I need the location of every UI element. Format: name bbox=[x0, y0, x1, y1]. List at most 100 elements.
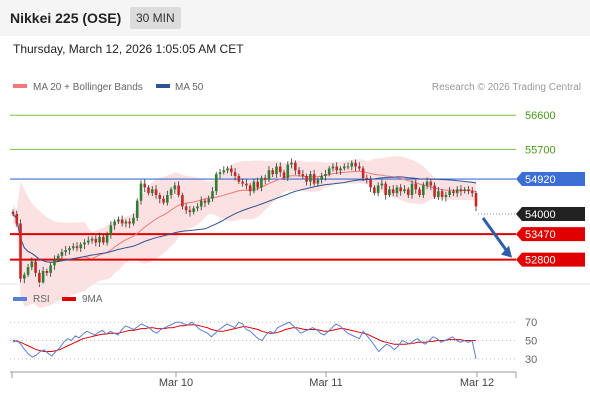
candle-body bbox=[429, 181, 433, 186]
candle-body bbox=[166, 195, 169, 203]
instrument-title: Nikkei 225 (OSE) bbox=[10, 10, 122, 26]
credit-text: Research © 2026 Trading Central bbox=[432, 82, 581, 93]
candle-body bbox=[335, 166, 339, 171]
candle-body bbox=[403, 189, 406, 192]
candle-body bbox=[327, 168, 331, 175]
candle-body bbox=[11, 211, 15, 214]
candle-body bbox=[320, 176, 323, 180]
candle-body bbox=[233, 172, 237, 176]
level-label-53470: 53470 bbox=[525, 229, 556, 241]
candle-body bbox=[230, 168, 233, 173]
candle-body bbox=[452, 191, 455, 194]
candle-body bbox=[143, 183, 147, 188]
candle-body bbox=[252, 181, 256, 192]
candle-body bbox=[226, 168, 229, 171]
candle-body bbox=[297, 170, 301, 175]
candle-body bbox=[263, 177, 267, 180]
candle-body bbox=[331, 166, 335, 169]
candle-body bbox=[64, 250, 67, 252]
candle-body bbox=[339, 168, 342, 171]
candle-body bbox=[373, 187, 376, 194]
level-tag-54920 bbox=[516, 172, 585, 187]
candle-body bbox=[358, 166, 361, 169]
candle-body bbox=[169, 189, 173, 195]
candle-body bbox=[301, 174, 305, 176]
forecast-arrow bbox=[481, 217, 510, 254]
level-label-54920: 54920 bbox=[525, 174, 556, 186]
candle-body bbox=[444, 195, 448, 197]
candle-body bbox=[437, 191, 440, 197]
candle-body bbox=[312, 174, 316, 184]
candle-body bbox=[128, 221, 131, 224]
x-tick-label: Mar 11 bbox=[309, 377, 342, 389]
candle-body bbox=[68, 248, 71, 251]
candle-body bbox=[395, 187, 399, 194]
candle-body bbox=[102, 236, 105, 243]
candle-body bbox=[71, 246, 75, 249]
candle-body bbox=[15, 214, 19, 224]
candle-body bbox=[120, 219, 124, 224]
level-labels: 56600 55700 54920 54000 53470 52800 bbox=[481, 110, 585, 267]
rsi-legend: RSI 9MA bbox=[13, 294, 103, 305]
timeframe-badge[interactable]: 30 MIN bbox=[130, 7, 181, 29]
candle-body bbox=[53, 259, 56, 266]
candle-body bbox=[467, 189, 470, 192]
rsi-tick-70: 70 bbox=[525, 317, 537, 329]
candle-body bbox=[470, 191, 474, 194]
candle-body bbox=[75, 246, 79, 249]
candle-body bbox=[34, 261, 37, 273]
candle-body bbox=[41, 271, 45, 283]
candle-body bbox=[19, 223, 22, 279]
candle-body bbox=[361, 168, 365, 178]
candle-body bbox=[346, 166, 350, 168]
candle-body bbox=[135, 200, 139, 218]
candle-body bbox=[290, 162, 293, 165]
candle-body bbox=[440, 191, 444, 197]
candle-body bbox=[222, 170, 226, 173]
candle-body bbox=[278, 166, 282, 173]
candle-body bbox=[60, 252, 64, 256]
candles bbox=[11, 158, 478, 287]
candle-body bbox=[86, 240, 90, 243]
candle-body bbox=[79, 244, 83, 249]
candle-body bbox=[199, 200, 203, 207]
candle-body bbox=[94, 238, 98, 243]
candle-body bbox=[245, 183, 248, 186]
candle-body bbox=[139, 183, 143, 201]
candle-body bbox=[203, 200, 207, 203]
candle-body bbox=[418, 189, 421, 195]
candle-body bbox=[90, 238, 94, 241]
legend-swatch-ma50 bbox=[156, 84, 170, 88]
candle-body bbox=[83, 242, 86, 245]
candle-body bbox=[316, 179, 320, 184]
candle-body bbox=[109, 225, 113, 235]
level-tag-52800 bbox=[516, 252, 585, 267]
candle-body bbox=[218, 172, 222, 175]
candle-body bbox=[162, 198, 165, 203]
legend-label-9ma: 9MA bbox=[82, 294, 103, 305]
price-legend: MA 20 + Bollinger Bands MA 50 bbox=[13, 82, 204, 93]
candle-body bbox=[414, 183, 418, 190]
level-label-56600: 56600 bbox=[525, 110, 556, 122]
candle-body bbox=[406, 189, 410, 195]
bollinger-bands bbox=[13, 156, 476, 309]
candle-body bbox=[410, 183, 414, 195]
legend-label-rsi: RSI bbox=[33, 294, 50, 305]
candle-body bbox=[38, 272, 41, 283]
candle-body bbox=[207, 198, 211, 203]
candle-body bbox=[147, 187, 150, 194]
candle-body bbox=[294, 162, 297, 171]
level-label-55700: 55700 bbox=[525, 144, 556, 156]
candle-body bbox=[425, 181, 429, 186]
candle-body bbox=[260, 177, 263, 188]
candle-body bbox=[45, 271, 49, 273]
candle-body bbox=[173, 185, 177, 190]
candle-body bbox=[30, 261, 34, 268]
candle-body bbox=[237, 176, 241, 182]
rsi-tick-30: 30 bbox=[525, 354, 537, 366]
candle-body bbox=[309, 174, 312, 182]
candle-body bbox=[192, 208, 195, 213]
moving-averages bbox=[12, 170, 477, 263]
candle-body bbox=[463, 189, 467, 192]
candle-body bbox=[422, 185, 425, 195]
